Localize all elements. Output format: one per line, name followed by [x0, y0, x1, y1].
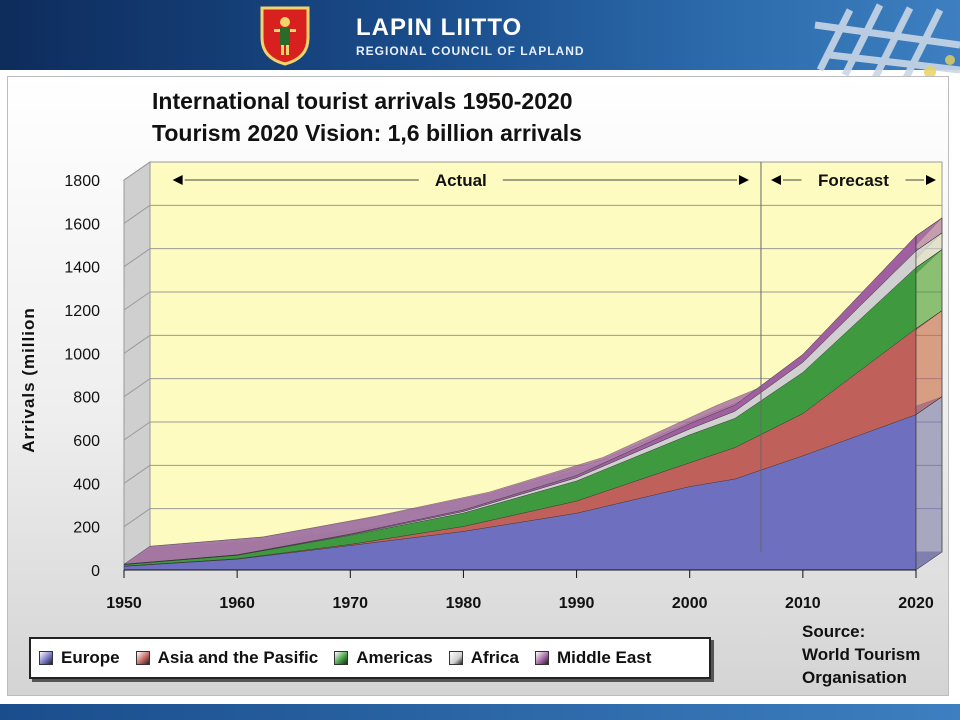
y-gridline-side: [123, 334, 151, 354]
y-axis-label: Arrivals (million: [19, 307, 38, 452]
legend-label: Africa: [470, 648, 519, 667]
x-tick-label: 1980: [446, 595, 482, 612]
legend-item: Europe: [39, 648, 120, 668]
source-name-line2: Organisation: [802, 668, 907, 687]
y-gridline-side: [123, 204, 151, 224]
y-tick-label: 400: [73, 476, 100, 493]
x-tick-label: 1990: [559, 595, 595, 612]
y-tick-label: 200: [73, 520, 100, 537]
chart-legend: Europe Asia and the Pasific Americas Africa…: [29, 637, 711, 679]
x-tick-label: 2000: [672, 595, 708, 612]
y-tick-label: 1200: [64, 303, 100, 320]
actual-annotation-arrow-left-icon: [172, 175, 183, 185]
y-tick-label: 1000: [64, 346, 100, 363]
source-note: Source: World Tourism Organisation: [802, 620, 920, 689]
legend-swatch: [334, 651, 349, 665]
y-gridline-side: [123, 378, 151, 398]
y-gridline-side: [123, 161, 151, 181]
forecast-annotation-label: Forecast: [818, 171, 889, 190]
y-gridline-side: [123, 248, 151, 268]
brand-subtitle: REGIONAL COUNCIL OF LAPLAND: [356, 44, 585, 58]
legend-item: Asia and the Pasific: [135, 648, 319, 668]
actual-annotation-arrow-right-icon: [738, 175, 749, 185]
legend-label: Americas: [356, 648, 433, 667]
actual-annotation-label: Actual: [435, 171, 487, 190]
decorative-lattice-icon: [814, 3, 960, 80]
legend-item: Africa: [448, 648, 519, 668]
plot-side-wall: [123, 161, 151, 571]
y-tick-label: 1400: [64, 260, 100, 277]
x-tick-label: 1970: [332, 595, 368, 612]
actual-annotation-label-bg: [418, 168, 503, 190]
source-label: Source:: [802, 622, 866, 641]
forecast-annotation-arrow-left-icon: [770, 175, 781, 185]
x-tick-label: 1950: [106, 595, 142, 612]
footer-bar: [0, 704, 960, 720]
x-tick-label: 2020: [898, 595, 934, 612]
chart-subtitle: Tourism 2020 Vision: 1,6 billion arrival…: [152, 120, 582, 146]
y-tick-label: 1600: [64, 216, 100, 233]
x-tick-label: 2010: [785, 595, 821, 612]
legend-swatch: [448, 651, 463, 665]
legend-item: Middle East: [534, 648, 652, 668]
header-banner: LAPIN LIITTO REGIONAL COUNCIL OF LAPLAND: [0, 0, 960, 80]
y-gridline-side: [123, 291, 151, 311]
lapland-coat-of-arms-icon: [260, 6, 310, 66]
y-gridline-side: [123, 508, 151, 528]
y-gridline-side: [123, 421, 151, 441]
x-tick-label: 1960: [219, 595, 255, 612]
forecast-annotation-arrow-right-icon: [926, 175, 936, 185]
legend-swatch: [39, 651, 53, 665]
y-gridline-side: [123, 464, 151, 484]
y-tick-label: 600: [73, 433, 100, 450]
legend-label: Europe: [61, 648, 120, 667]
brand-title: LAPIN LIITTO: [356, 14, 523, 41]
series-endcap: [915, 217, 943, 252]
legend-swatch: [534, 651, 549, 665]
legend-item: Americas: [334, 648, 433, 668]
y-tick-label: 1800: [64, 173, 100, 190]
source-name-line1: World Tourism: [802, 645, 921, 664]
forecast-annotation-label-bg: [801, 168, 906, 190]
legend-label: Middle East: [556, 648, 652, 667]
legend-label: Asia and the Pasific: [157, 648, 319, 667]
y-tick-label: 800: [73, 390, 100, 407]
series-endcap: [915, 396, 943, 571]
y-tick-label: 0: [91, 563, 100, 580]
chart-title: International tourist arrivals 1950-2020: [152, 88, 573, 114]
legend-swatch: [135, 651, 150, 665]
